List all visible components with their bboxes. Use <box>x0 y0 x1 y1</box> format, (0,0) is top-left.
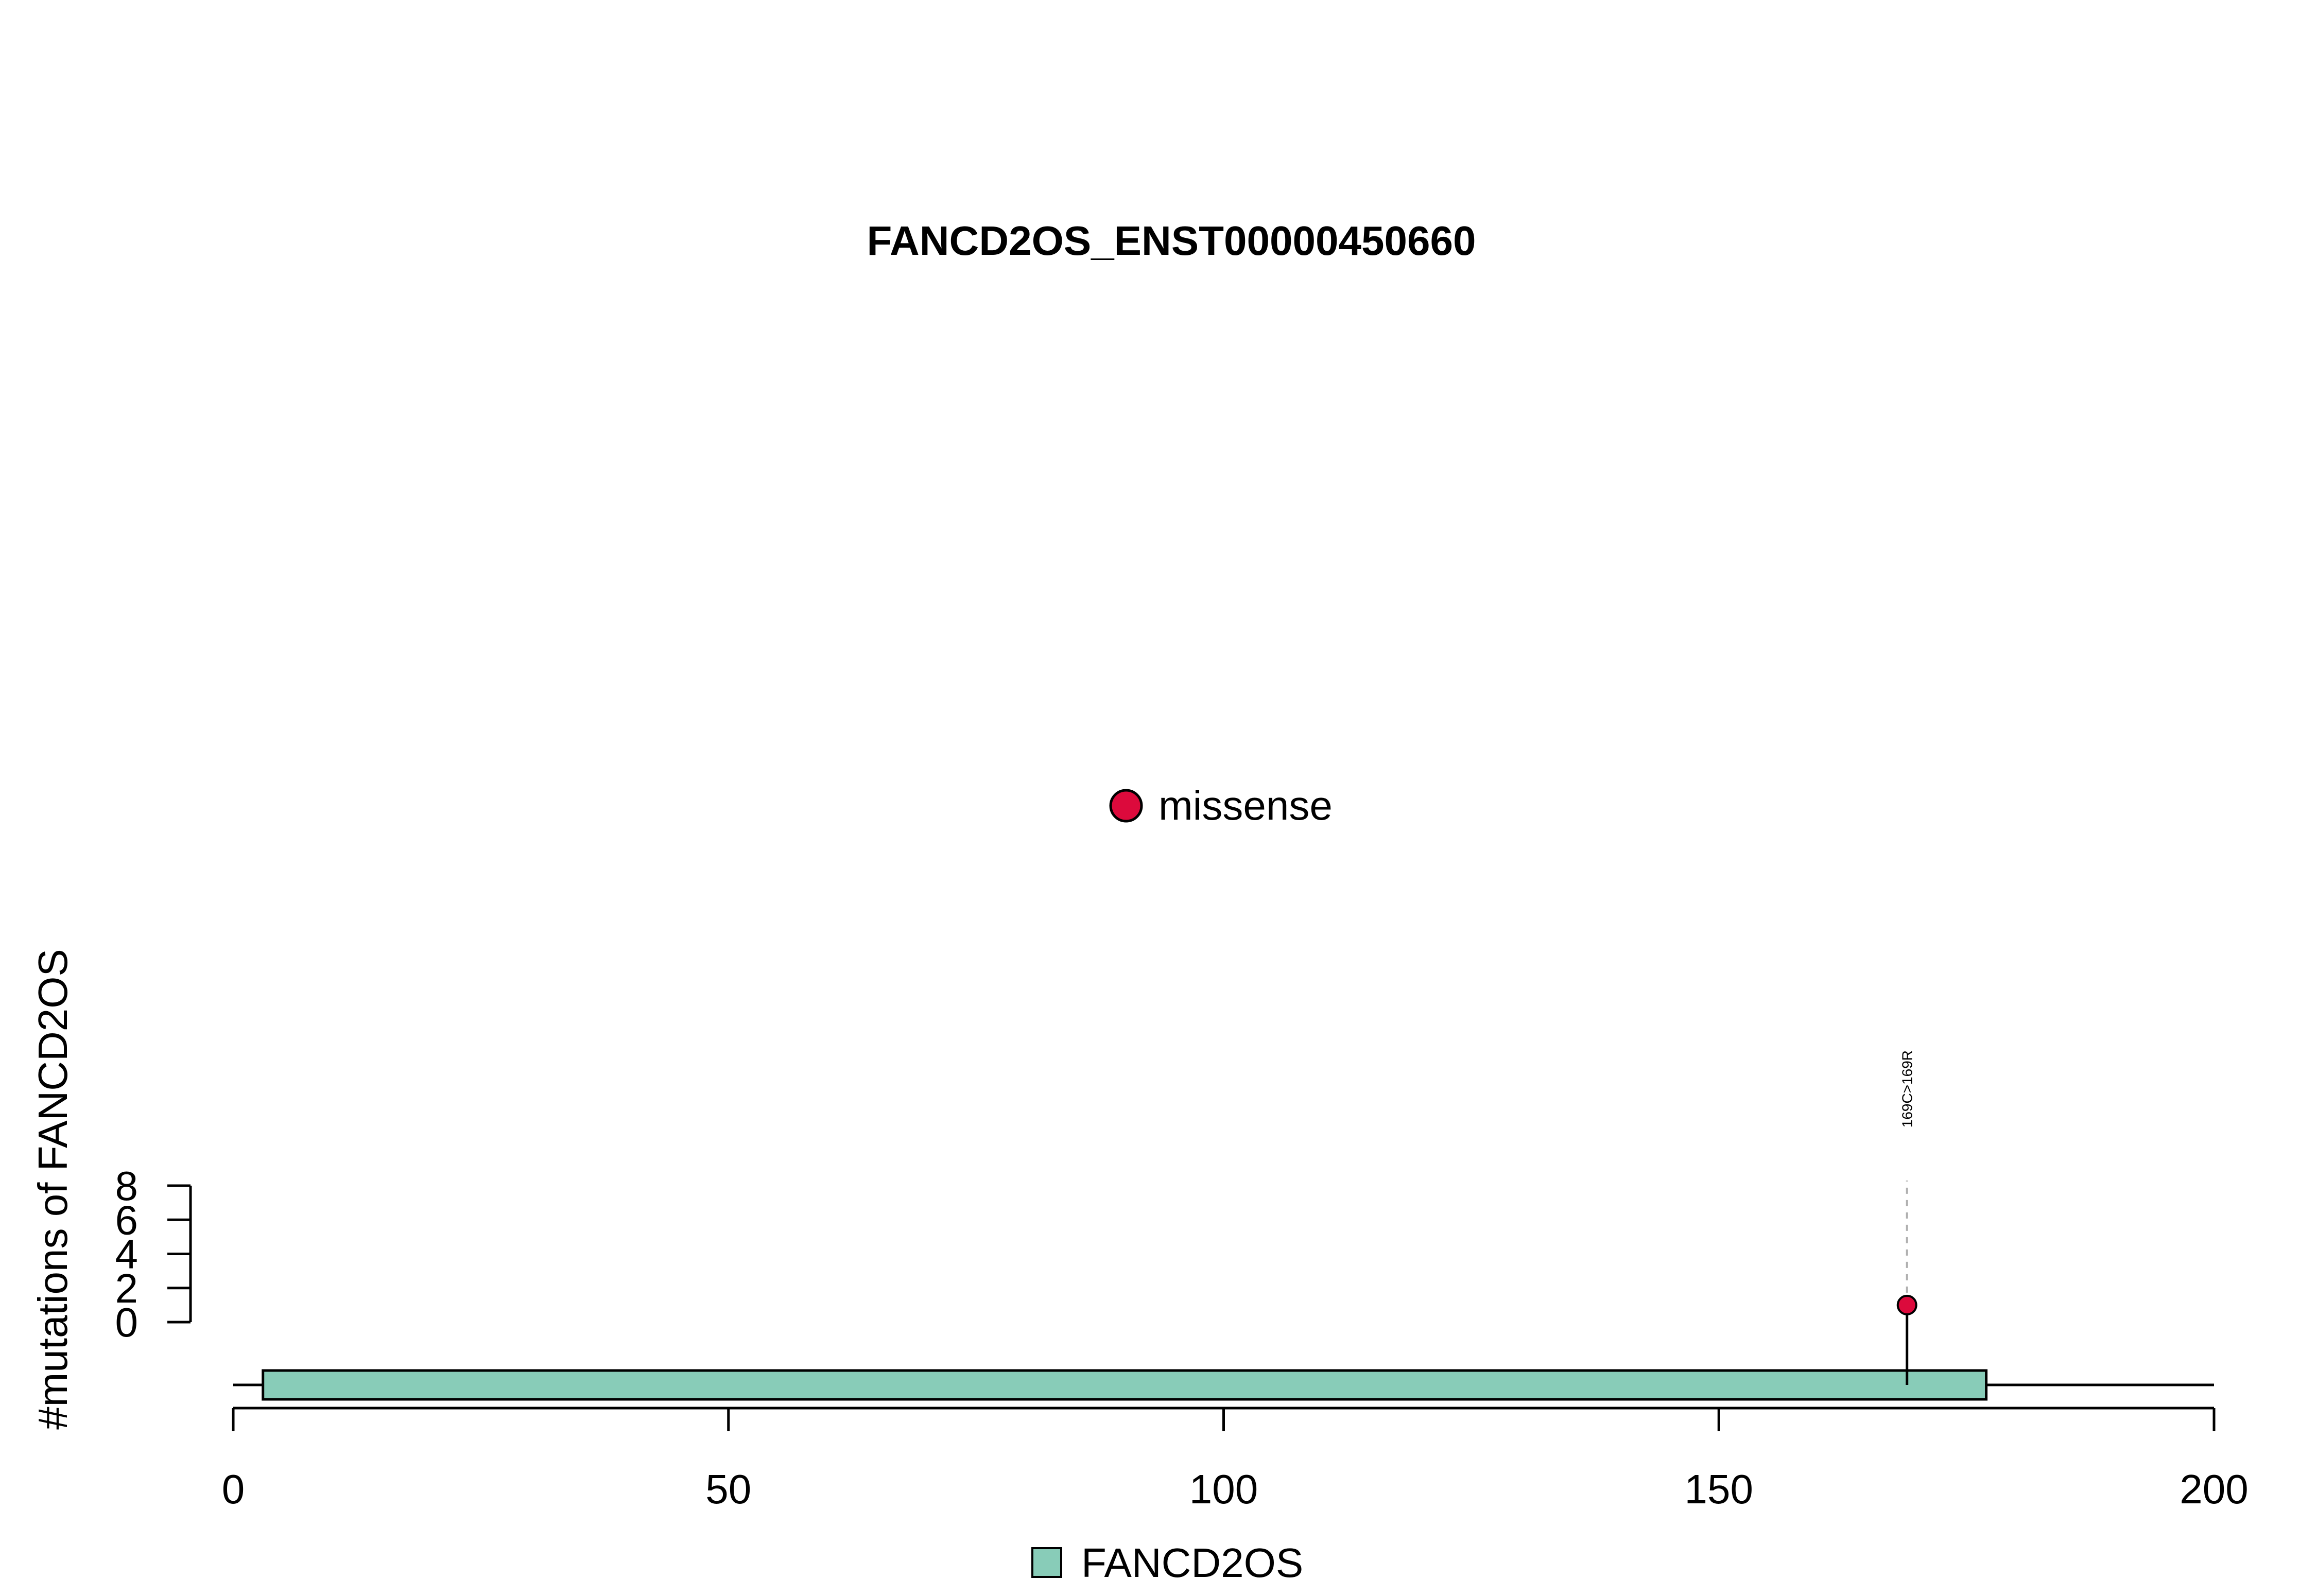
y-axis-label: #mutations of FANCD2OS <box>30 949 76 1430</box>
y-tick-label: 0 <box>115 1299 139 1345</box>
mutation-point <box>1896 1294 1917 1315</box>
y-tick-label: 2 <box>115 1265 139 1311</box>
point-legend-missense-label: missense <box>1158 783 1333 828</box>
x-tick-label: 150 <box>1685 1466 1753 1512</box>
domain-layer <box>262 1369 1988 1401</box>
y-tick-label: 8 <box>115 1163 139 1209</box>
x-tick-label: 0 <box>222 1466 245 1512</box>
point-legend-missense-marker <box>1109 789 1143 823</box>
chart-title: FANCD2OS_ENST00000450660 <box>867 218 1476 264</box>
x-tick-label: 100 <box>1189 1466 1258 1512</box>
mutation-layer: 169C>169R <box>1896 1050 1917 1385</box>
point-legend: missense <box>1109 783 1333 828</box>
domain-legend-fancd2os-swatch <box>1031 1547 1062 1578</box>
domain-box <box>262 1369 1988 1401</box>
y-tick-label: 6 <box>115 1197 139 1243</box>
y-tick-label: 4 <box>115 1231 139 1277</box>
x-tick-label: 200 <box>2180 1466 2248 1512</box>
x-tick-label: 50 <box>705 1466 751 1512</box>
x-axis: 0 50 100 150 200 <box>222 1407 2249 1512</box>
domain-legend-fancd2os-label: FANCD2OS <box>1081 1540 1303 1586</box>
mutation-label: 169C>169R <box>1899 1050 1915 1127</box>
domain-legend: FANCD2OS <box>1031 1540 1303 1586</box>
